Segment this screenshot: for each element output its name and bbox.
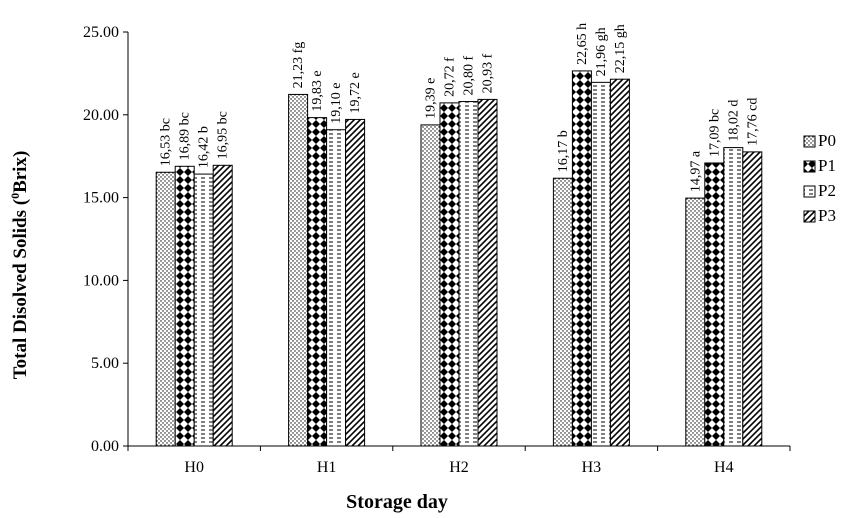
y-tick-label: 0.00 (91, 438, 119, 455)
legend-swatch-p1 (803, 160, 816, 173)
bar-p2-h1 (326, 129, 347, 447)
bar-p0-h4 (685, 197, 706, 447)
bar-p2-h0 (193, 173, 214, 447)
legend-swatch-p2 (803, 185, 816, 198)
data-label: 20,93 f (481, 53, 496, 93)
data-label: 16,53 bc (159, 118, 174, 166)
data-label: 17,09 bc (707, 109, 722, 157)
y-axis-title: Total Disolved Solids (0Brix) (8, 151, 31, 380)
data-label: 19,83 e (310, 70, 325, 111)
legend: P0 P1 P2 P3 (803, 131, 836, 225)
svg-text:Total Disolved Solids (0Brix): Total Disolved Solids (0Brix) (8, 151, 31, 380)
y-tick-label: 5.00 (91, 355, 119, 372)
bar-p0-h0 (155, 171, 176, 447)
legend-label-p1: P1 (818, 156, 836, 175)
data-label: 16,42 b (197, 126, 212, 168)
legend-label-p3: P3 (818, 206, 836, 225)
legend-label-p2: P2 (818, 181, 836, 200)
bar-p3-h1 (345, 118, 366, 447)
y-tick-label: 25.00 (83, 24, 119, 41)
y-tick-label: 20.00 (83, 107, 119, 124)
data-label: 16,95 bc (216, 111, 231, 159)
data-label: 16,17 b (556, 130, 571, 172)
bar-p2-h2 (458, 101, 479, 447)
bar-p0-h3 (552, 177, 573, 447)
x-tick-label: H0 (184, 459, 204, 476)
data-label: 18,02 d (726, 100, 741, 142)
plot-area: 0.00 5.00 10.00 15.00 20.00 25.00 H0 H1 H2 H3 H4 16… (83, 23, 791, 476)
data-label: 21,96 gh (594, 27, 609, 76)
bar-p0-h2 (420, 124, 441, 447)
data-label: 14,97 a (688, 150, 703, 192)
data-label: 19,39 e (424, 78, 439, 119)
data-label: 20,72 f (443, 57, 458, 97)
data-label: 21,23 fg (291, 42, 306, 89)
bar-p1-h4 (704, 162, 725, 447)
legend-swatch-p3 (803, 210, 816, 223)
y-tick-label: 15.00 (83, 190, 119, 207)
bar-p1-h3 (571, 70, 592, 447)
data-label: 19,72 e (348, 72, 363, 113)
x-tick-label: H4 (714, 459, 734, 476)
x-tick-label: H1 (317, 459, 337, 476)
legend-label-p0: P0 (818, 131, 836, 150)
data-label: 17,76 cd (745, 98, 760, 146)
bar-p3-h4 (742, 151, 763, 447)
bar-p2-h4 (723, 147, 744, 447)
legend-swatch-p0 (803, 135, 816, 148)
bar-p3-h3 (609, 78, 630, 447)
bar-p1-h2 (439, 102, 460, 447)
bar-p2-h3 (590, 81, 611, 447)
x-axis-title: Storage day (346, 491, 448, 513)
x-tick-label: H2 (449, 459, 469, 476)
data-label: 19,10 e (329, 82, 344, 123)
bar-p3-h2 (477, 98, 498, 447)
bar-p1-h1 (307, 117, 328, 447)
data-label: 22,65 h (575, 23, 590, 65)
y-tick-label: 10.00 (83, 272, 119, 289)
data-label: 20,80 f (462, 56, 477, 96)
data-label: 22,15 gh (613, 24, 628, 73)
bar-p1-h0 (174, 165, 195, 447)
bar-p0-h1 (288, 93, 309, 447)
data-label: 16,89 bc (178, 112, 193, 160)
x-tick-label: H3 (582, 459, 602, 476)
bar-p3-h0 (212, 164, 233, 447)
